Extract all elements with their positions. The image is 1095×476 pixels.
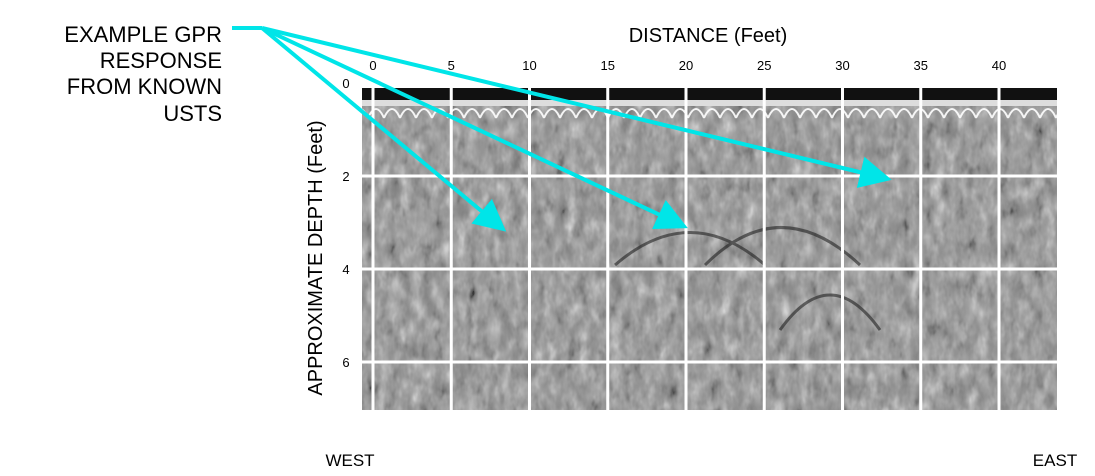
x-tick-label: 10 — [522, 58, 536, 73]
annotation: EXAMPLE GPR RESPONSE FROM KNOWN USTS — [64, 22, 892, 232]
y-tick-label: 4 — [342, 262, 349, 277]
y-tick-label: 6 — [342, 355, 349, 370]
annotation-line: USTS — [163, 101, 222, 126]
x-tick-label: 15 — [601, 58, 615, 73]
east-label: EAST — [1033, 451, 1077, 470]
x-axis-title: DISTANCE (Feet) — [629, 25, 788, 47]
annotation-line: EXAMPLE GPR — [64, 22, 222, 47]
ticks: 0 5 10 15 20 25 30 35 40 0 2 4 6 — [342, 58, 1006, 370]
arrows — [232, 26, 892, 232]
annotation-line: FROM KNOWN — [67, 74, 222, 99]
x-tick-label: 25 — [757, 58, 771, 73]
x-tick-label: 5 — [448, 58, 455, 73]
x-tick-label: 0 — [369, 58, 376, 73]
grid — [362, 88, 1057, 410]
annotation-line: RESPONSE — [100, 48, 222, 73]
x-tick-label: 40 — [992, 58, 1006, 73]
west-label: WEST — [325, 451, 374, 470]
y-tick-label: 2 — [342, 169, 349, 184]
y-axis-title: APPROXIMATE DEPTH (Feet) — [305, 120, 327, 395]
x-tick-label: 35 — [914, 58, 928, 73]
y-tick-label: 0 — [342, 76, 349, 91]
x-tick-label: 30 — [835, 58, 849, 73]
x-tick-label: 20 — [679, 58, 693, 73]
radargram — [362, 88, 1057, 410]
